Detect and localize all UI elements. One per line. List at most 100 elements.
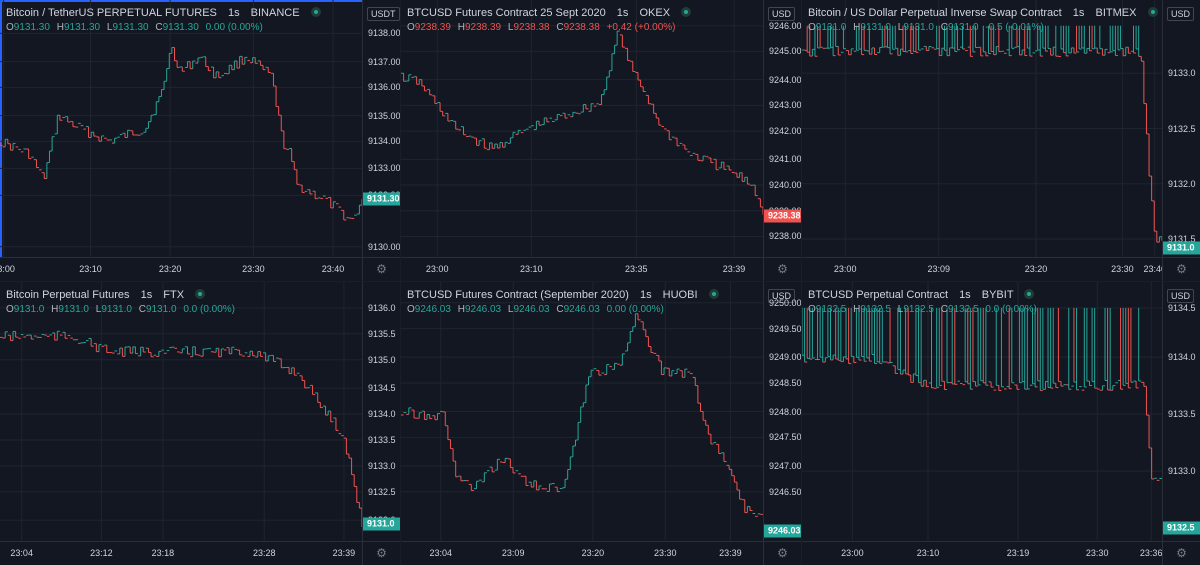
change-value: +0.42 (+0.00%) <box>606 22 676 33</box>
interval-label: 1s <box>1072 7 1085 19</box>
high-value: 9131.0 <box>58 304 89 315</box>
high-value: 9131.0 <box>860 22 891 33</box>
price-tick-label: 9249.50 <box>769 323 801 334</box>
open-value: 9132.5 <box>815 304 847 315</box>
price-scale[interactable]: USD 9246.00 9245.00 9244.00 9243.00 9242.00 92… <box>763 0 801 267</box>
close-value: 9131.0 <box>145 304 177 315</box>
price-plot[interactable] <box>0 282 362 541</box>
candle-series <box>0 46 362 221</box>
settings-gear-icon[interactable]: ⚙ <box>763 541 801 565</box>
grid-lines <box>0 282 362 541</box>
chart-panel-bitmex[interactable]: Bitcoin / US Dollar Perpetual Inverse Sw… <box>802 0 1200 281</box>
time-scale[interactable]: 23:00 23:10 23:20 23:30 23:40 <box>0 257 362 281</box>
last-price-label: 9131.30 <box>363 192 400 206</box>
change-value: 0.00 (0.00%) <box>205 22 263 33</box>
live-status-icon <box>708 289 719 299</box>
live-status-icon <box>310 7 321 17</box>
open-value: 9246.03 <box>414 304 451 315</box>
price-tick-label: 9238.00 <box>769 231 801 242</box>
price-tick-label: 9134.0 <box>368 409 396 420</box>
open-value: 9131.0 <box>815 22 847 33</box>
currency-button[interactable]: USD <box>1167 289 1195 303</box>
price-tick-label: 9133.00 <box>368 163 400 174</box>
time-tick-label: 23:39 <box>722 264 746 274</box>
time-scale[interactable]: 23:00 23:09 23:20 23:30 23:40 <box>802 257 1166 281</box>
ohlc-values: O9131.0 H9131.0 L9131.0 C9131.0 0.0 (0.0… <box>6 304 236 315</box>
price-tick-label: 9248.50 <box>769 378 801 388</box>
price-tick-label: 9244.00 <box>769 74 801 85</box>
price-scale[interactable]: 9136.0 9135.5 9135.0 9134.5 9134.0 9133.5 9133… <box>362 282 400 551</box>
price-tick-label: 9133.0 <box>1168 466 1196 477</box>
time-tick-label: 23:19 <box>1006 548 1030 558</box>
price-plot[interactable] <box>0 0 362 257</box>
settings-gear-icon[interactable]: ⚙ <box>362 257 400 281</box>
ohlc-values: O9246.03 H9246.03 L9246.03 C9246.03 0.00… <box>407 304 664 315</box>
currency-button[interactable]: USD <box>768 7 796 21</box>
currency-button[interactable]: USD <box>1167 7 1195 21</box>
price-tick-label: 9134.5 <box>368 383 396 394</box>
time-scale[interactable]: 23:04 23:12 23:18 23:28 23:39 <box>0 541 362 565</box>
candle-series <box>401 313 763 517</box>
settings-gear-icon[interactable]: ⚙ <box>362 541 400 565</box>
last-price-label: 9131.0 <box>363 517 400 531</box>
price-tick-label: 9248.00 <box>769 406 801 417</box>
candle-series <box>0 330 362 527</box>
price-scale[interactable]: USDT 9138.00 9137.00 9136.00 9135.00 9134.00 9… <box>362 0 400 257</box>
symbol-title[interactable]: BTCUSD Futures Contract (September 2020)… <box>407 289 719 301</box>
interval-label: 1s <box>616 7 629 19</box>
price-tick-label: 9133.0 <box>368 460 396 471</box>
close-value: 9246.03 <box>563 304 600 315</box>
interval-label: 1s <box>227 7 240 19</box>
price-tick-label: 9135.5 <box>368 328 396 339</box>
symbol-title[interactable]: Bitcoin / TetherUS PERPETUAL FUTURES 1s … <box>6 7 321 19</box>
candle-series <box>401 30 763 215</box>
exchange-label: HUOBI <box>662 289 698 301</box>
symbol-title[interactable]: Bitcoin / US Dollar Perpetual Inverse Sw… <box>808 7 1158 19</box>
change-value: 0.0 (0.00%) <box>183 304 236 315</box>
price-tick-label: 9134.0 <box>1168 352 1196 363</box>
close-value: 9132.5 <box>947 304 979 315</box>
price-plot[interactable] <box>401 282 763 541</box>
chart-panel-okex[interactable]: BTCUSD Futures Contract 25 Sept 2020 1s … <box>401 0 801 281</box>
chart-panel-huobi[interactable]: BTCUSD Futures Contract (September 2020)… <box>401 282 801 565</box>
chart-panel-ftx[interactable]: Bitcoin Perpetual Futures 1s FTX O9131.0… <box>0 282 400 565</box>
low-value: 9246.03 <box>513 304 550 315</box>
settings-gear-icon[interactable]: ⚙ <box>1162 257 1200 281</box>
time-tick-label: 23:28 <box>253 548 276 558</box>
time-scale[interactable]: 23:00 23:10 23:35 23:39 <box>401 257 763 281</box>
symbol-name: BTCUSD Futures Contract (September 2020) <box>407 289 629 301</box>
chart-legend: Bitcoin / US Dollar Perpetual Inverse Sw… <box>808 7 1158 33</box>
symbol-title[interactable]: Bitcoin Perpetual Futures 1s FTX <box>6 289 239 301</box>
price-tick-label: 9246.50 <box>769 486 801 497</box>
exchange-label: FTX <box>163 289 185 301</box>
chart-panel-bybit[interactable]: BTCUSD Perpetual Contract 1s BYBIT O9132… <box>802 282 1200 565</box>
chart-legend: Bitcoin Perpetual Futures 1s FTX O9131.0… <box>6 289 239 315</box>
price-tick-label: 9245.00 <box>769 46 801 57</box>
price-scale[interactable]: USD 9250.00 9249.50 9249.00 9248.50 9248.00 92… <box>763 282 801 541</box>
time-scale[interactable]: 23:04 23:09 23:20 23:30 23:39 <box>401 541 763 565</box>
time-tick-label: 23:10 <box>79 264 102 274</box>
price-tick-label: 9133.5 <box>1168 409 1196 420</box>
time-scale[interactable]: 23:00 23:10 23:19 23:30 23:36 <box>802 541 1162 565</box>
price-plot[interactable] <box>802 0 1162 257</box>
price-scale[interactable]: USD 9134.5 9134.0 9133.5 9133.0 9132.5 <box>1162 282 1200 541</box>
price-plot[interactable] <box>802 282 1162 541</box>
currency-button[interactable]: USD <box>768 289 796 303</box>
price-tick-label: 9242.00 <box>769 126 801 137</box>
open-value: 9131.0 <box>13 304 45 315</box>
chart-panel-binance[interactable]: Bitcoin / TetherUS PERPETUAL FUTURES 1s … <box>0 0 400 281</box>
symbol-title[interactable]: BTCUSD Futures Contract 25 Sept 2020 1s … <box>407 7 692 19</box>
price-plot[interactable] <box>401 0 763 257</box>
last-price-label: 9131.0 <box>1163 241 1200 255</box>
symbol-title[interactable]: BTCUSD Perpetual Contract 1s BYBIT <box>808 289 1041 301</box>
price-scale[interactable]: USD 9133.0 9132.5 9132.0 9131.5 9131.0 <box>1162 0 1200 257</box>
time-tick-label: 23:35 <box>625 264 648 274</box>
time-tick-label: 23:18 <box>151 548 175 558</box>
time-tick-label: 23:30 <box>654 548 677 558</box>
currency-button[interactable]: USDT <box>367 7 400 21</box>
price-tick-label: 9134.00 <box>368 136 400 147</box>
price-tick-label: 9135.0 <box>368 354 396 365</box>
settings-gear-icon[interactable]: ⚙ <box>1162 541 1200 565</box>
time-tick-label: 23:20 <box>1024 264 1048 274</box>
settings-gear-icon[interactable]: ⚙ <box>763 257 801 281</box>
